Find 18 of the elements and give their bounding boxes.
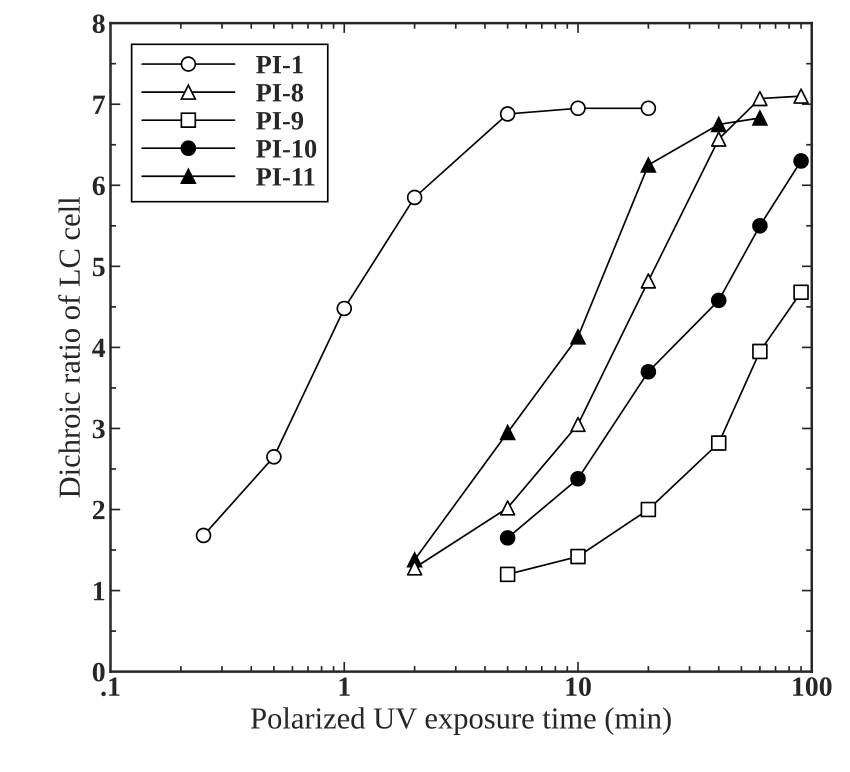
legend-label: PI-10 [256,140,316,158]
y-axis-title: Dichroic ratio of LC cell [58,196,80,498]
y-tick-label: 4 [92,338,106,358]
y-tick-label: 3 [92,420,105,438]
x-tick-label: 10 [566,677,591,696]
legend-label: PI-9 [256,112,304,130]
y-tick-label: 5 [92,258,105,276]
x-axis-title: Polarized UV exposure time (min) [250,707,671,735]
y-tick-label: 6 [92,176,105,196]
x-tick-label: 100 [793,677,832,696]
y-tick-label: 8 [92,14,105,34]
legend-label: PI-8 [256,84,304,102]
y-tick-label: 2 [92,500,104,520]
y-tick-label: 1 [94,582,104,600]
legend-label: PI-1 [256,56,303,74]
legend-label: PI-11 [256,168,314,186]
x-tick-label: 1 [340,677,350,696]
y-tick-label: 7 [93,96,105,114]
